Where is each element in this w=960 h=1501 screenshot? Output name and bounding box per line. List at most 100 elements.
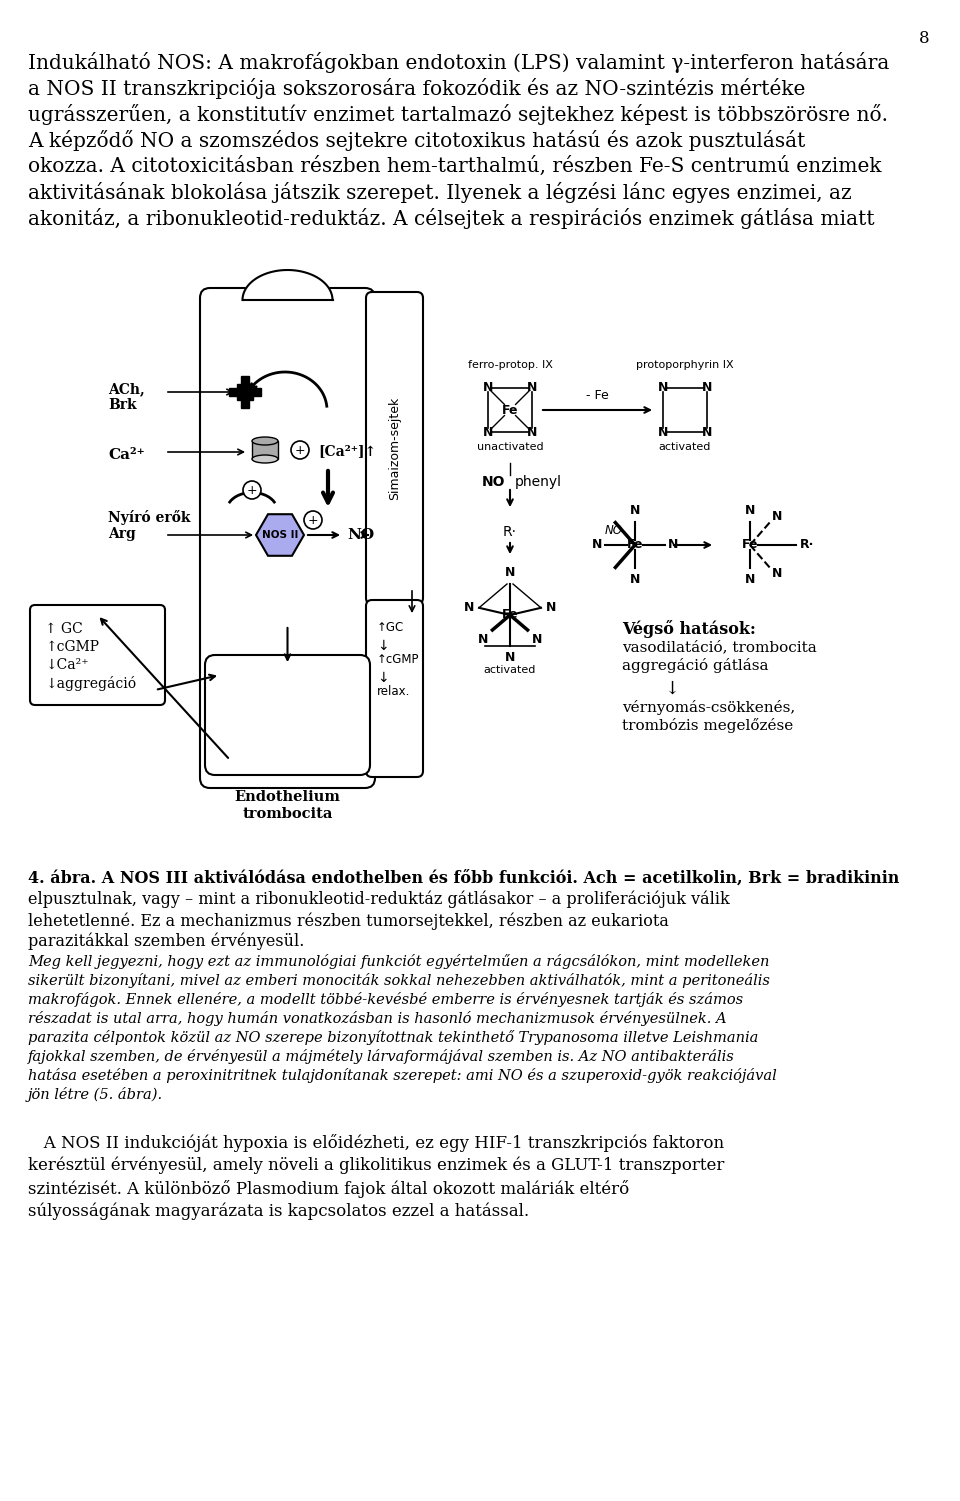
Text: N: N — [505, 651, 516, 663]
Text: ugrásszerűen, a konstitutív enzimet tartalmazó sejtekhez képest is többszörösre : ugrásszerűen, a konstitutív enzimet tart… — [28, 104, 888, 125]
Text: N: N — [658, 381, 668, 395]
Text: Indukálható NOS: A makrofágokban endotoxin (LPS) valamint γ-interferon hatására: Indukálható NOS: A makrofágokban endotox… — [28, 53, 889, 74]
Text: phenyl: phenyl — [515, 474, 562, 489]
Text: NO: NO — [605, 524, 623, 537]
FancyBboxPatch shape — [205, 654, 370, 775]
Bar — [253, 387, 261, 396]
Text: N: N — [745, 504, 756, 516]
Text: ↓Ca²⁺: ↓Ca²⁺ — [45, 657, 88, 672]
Text: ferro-protop. IX: ferro-protop. IX — [468, 360, 552, 369]
Text: - Fe: - Fe — [586, 389, 609, 402]
Bar — [241, 375, 249, 384]
Text: elpusztulnak, vagy – mint a ribonukleotid-reduktáz gátlásakor – a proliferációju: elpusztulnak, vagy – mint a ribonukleoti… — [28, 892, 730, 908]
Text: relax.: relax. — [377, 684, 410, 698]
Text: [Ca²⁺]↑: [Ca²⁺]↑ — [318, 444, 376, 458]
Text: Ca²⁺: Ca²⁺ — [108, 447, 145, 462]
Text: N: N — [478, 633, 489, 645]
Text: súlyosságának magyarázata is kapcsolatos ezzel a hatással.: súlyosságának magyarázata is kapcsolatos… — [28, 1202, 529, 1220]
Text: N: N — [527, 381, 538, 395]
Ellipse shape — [252, 437, 278, 444]
Text: N: N — [483, 426, 492, 438]
Text: ↑GC: ↑GC — [377, 621, 404, 633]
Text: aggregáció gátlása: aggregáció gátlása — [622, 657, 769, 672]
Text: hatása esetében a peroxinitritnek tulajdonítanak szerepet: ami NO és a szuperoxi: hatása esetében a peroxinitritnek tulajd… — [28, 1069, 777, 1084]
Text: N: N — [464, 602, 474, 614]
Text: okozza. A citotoxicitásban részben hem-tarthalmú, részben Fe-S centrumú enzimek: okozza. A citotoxicitásban részben hem-t… — [28, 156, 881, 176]
Text: parazita célpontok közül az NO szerepe bizonyítottnak tekinthető Trypanosoma ill: parazita célpontok közül az NO szerepe b… — [28, 1030, 758, 1045]
Text: Simaizom-sejtek: Simaizom-sejtek — [388, 396, 401, 500]
FancyBboxPatch shape — [200, 288, 375, 788]
Text: trombózis megelőzése: trombózis megelőzése — [622, 717, 793, 732]
Text: N: N — [772, 510, 782, 522]
Text: ACh,: ACh, — [108, 381, 145, 396]
Text: ↓: ↓ — [377, 639, 389, 653]
Text: N: N — [591, 539, 602, 551]
Text: Endothelium: Endothelium — [234, 790, 341, 805]
Text: ↓aggregáció: ↓aggregáció — [45, 675, 136, 690]
Text: makrofágok. Ennek ellenére, a modellt többé-kevésbé emberre is érvényesnek tartj: makrofágok. Ennek ellenére, a modellt tö… — [28, 992, 743, 1007]
Text: NO: NO — [347, 528, 374, 542]
Text: +: + — [295, 443, 305, 456]
Text: N: N — [532, 633, 542, 645]
Circle shape — [304, 510, 322, 528]
Ellipse shape — [252, 455, 278, 462]
Text: N: N — [745, 573, 756, 585]
Bar — [229, 387, 237, 396]
Text: ↑cGMP: ↑cGMP — [377, 653, 420, 666]
Text: fajokkal szemben, de érvényesül a májmétely lárvaformájával szemben is. Az NO an: fajokkal szemben, de érvényesül a májmét… — [28, 1049, 734, 1064]
Text: részadat is utal arra, hogy humán vonatkozásban is hasonló mechanizmusok érvénye: részadat is utal arra, hogy humán vonatk… — [28, 1012, 727, 1027]
Text: N: N — [702, 381, 712, 395]
Text: 8: 8 — [920, 30, 930, 47]
Text: Végső hatások:: Végső hatások: — [622, 620, 756, 638]
Text: Meg kell jegyezni, hogy ezt az immunológiai funkciót egyértelműen a rágcsálókon,: Meg kell jegyezni, hogy ezt az immunológ… — [28, 955, 769, 970]
Bar — [237, 384, 253, 399]
Text: activated: activated — [484, 665, 537, 675]
Text: Nyíró erők: Nyíró erők — [108, 510, 190, 525]
Text: R·: R· — [503, 525, 517, 539]
Bar — [252, 441, 278, 459]
Text: 4. ábra. A NOS III aktiválódása endothelben és főbb funkciói. Ach = acetilkolin,: 4. ábra. A NOS III aktiválódása endothel… — [28, 871, 900, 887]
Text: N: N — [630, 573, 640, 585]
FancyBboxPatch shape — [366, 293, 423, 603]
Text: Fe: Fe — [502, 608, 518, 621]
Text: NOS II: NOS II — [262, 530, 299, 540]
FancyBboxPatch shape — [366, 600, 423, 778]
Text: Fe: Fe — [742, 539, 758, 551]
Text: activated: activated — [659, 443, 711, 452]
Text: ↑ GC: ↑ GC — [45, 621, 83, 636]
Text: A képződő NO a szomszédos sejtekre citotoxikus hatású és azok pusztulását: A képződő NO a szomszédos sejtekre citot… — [28, 131, 805, 152]
Text: trombocita: trombocita — [242, 808, 333, 821]
Polygon shape — [243, 270, 332, 300]
Bar — [241, 399, 249, 408]
Text: N: N — [505, 566, 516, 579]
Text: ↑cGMP: ↑cGMP — [45, 639, 99, 654]
Text: N: N — [702, 426, 712, 438]
Text: N: N — [527, 426, 538, 438]
Text: R·: R· — [800, 539, 814, 551]
Text: +: + — [308, 513, 319, 527]
Text: N: N — [630, 504, 640, 516]
Text: jön létre (5. ábra).: jön létre (5. ábra). — [28, 1087, 163, 1102]
Text: akonitáz, a ribonukleotid-reduktáz. A célsejtek a respirációs enzimek gátlása mi: akonitáz, a ribonukleotid-reduktáz. A cé… — [28, 209, 875, 230]
Text: N: N — [483, 381, 492, 395]
FancyBboxPatch shape — [30, 605, 165, 705]
Text: Brk: Brk — [108, 398, 136, 411]
Text: sikerült bizonyítani, mivel az emberi monociták sokkal nehezebben aktiválhatók, : sikerült bizonyítani, mivel az emberi mo… — [28, 973, 770, 988]
Text: parazitákkal szemben érvényesül.: parazitákkal szemben érvényesül. — [28, 934, 304, 950]
Text: +: + — [247, 483, 257, 497]
Text: ↓: ↓ — [664, 680, 680, 698]
Text: vérnyomás-csökkenés,: vérnyomás-csökkenés, — [622, 699, 795, 714]
Text: a NOS II transzkripciója sokszorosára fokozódik és az NO-szintézis mértéke: a NOS II transzkripciója sokszorosára fo… — [28, 78, 805, 99]
Text: Arg: Arg — [108, 527, 135, 540]
Circle shape — [243, 480, 261, 498]
Text: N: N — [658, 426, 668, 438]
Text: Fe: Fe — [502, 404, 518, 416]
Text: vasodilatáció, trombocita: vasodilatáció, trombocita — [622, 639, 817, 654]
Text: szintézisét. A különböző Plasmodium fajok által okozott maláriák eltérő: szintézisét. A különböző Plasmodium fajo… — [28, 1180, 629, 1198]
Text: kerésztül érvényesül, amely növeli a glikolitikus enzimek és a GLUT-1 transzport: kerésztül érvényesül, amely növeli a gli… — [28, 1157, 725, 1174]
Text: protoporphyrin IX: protoporphyrin IX — [636, 360, 733, 369]
Text: aktivitásának blokolása játszik szerepet. Ilyenek a légzési lánc egyes enzimei, : aktivitásának blokolása játszik szerepet… — [28, 182, 852, 203]
Text: N: N — [546, 602, 557, 614]
Text: NO: NO — [482, 474, 505, 489]
Text: N: N — [772, 567, 782, 581]
